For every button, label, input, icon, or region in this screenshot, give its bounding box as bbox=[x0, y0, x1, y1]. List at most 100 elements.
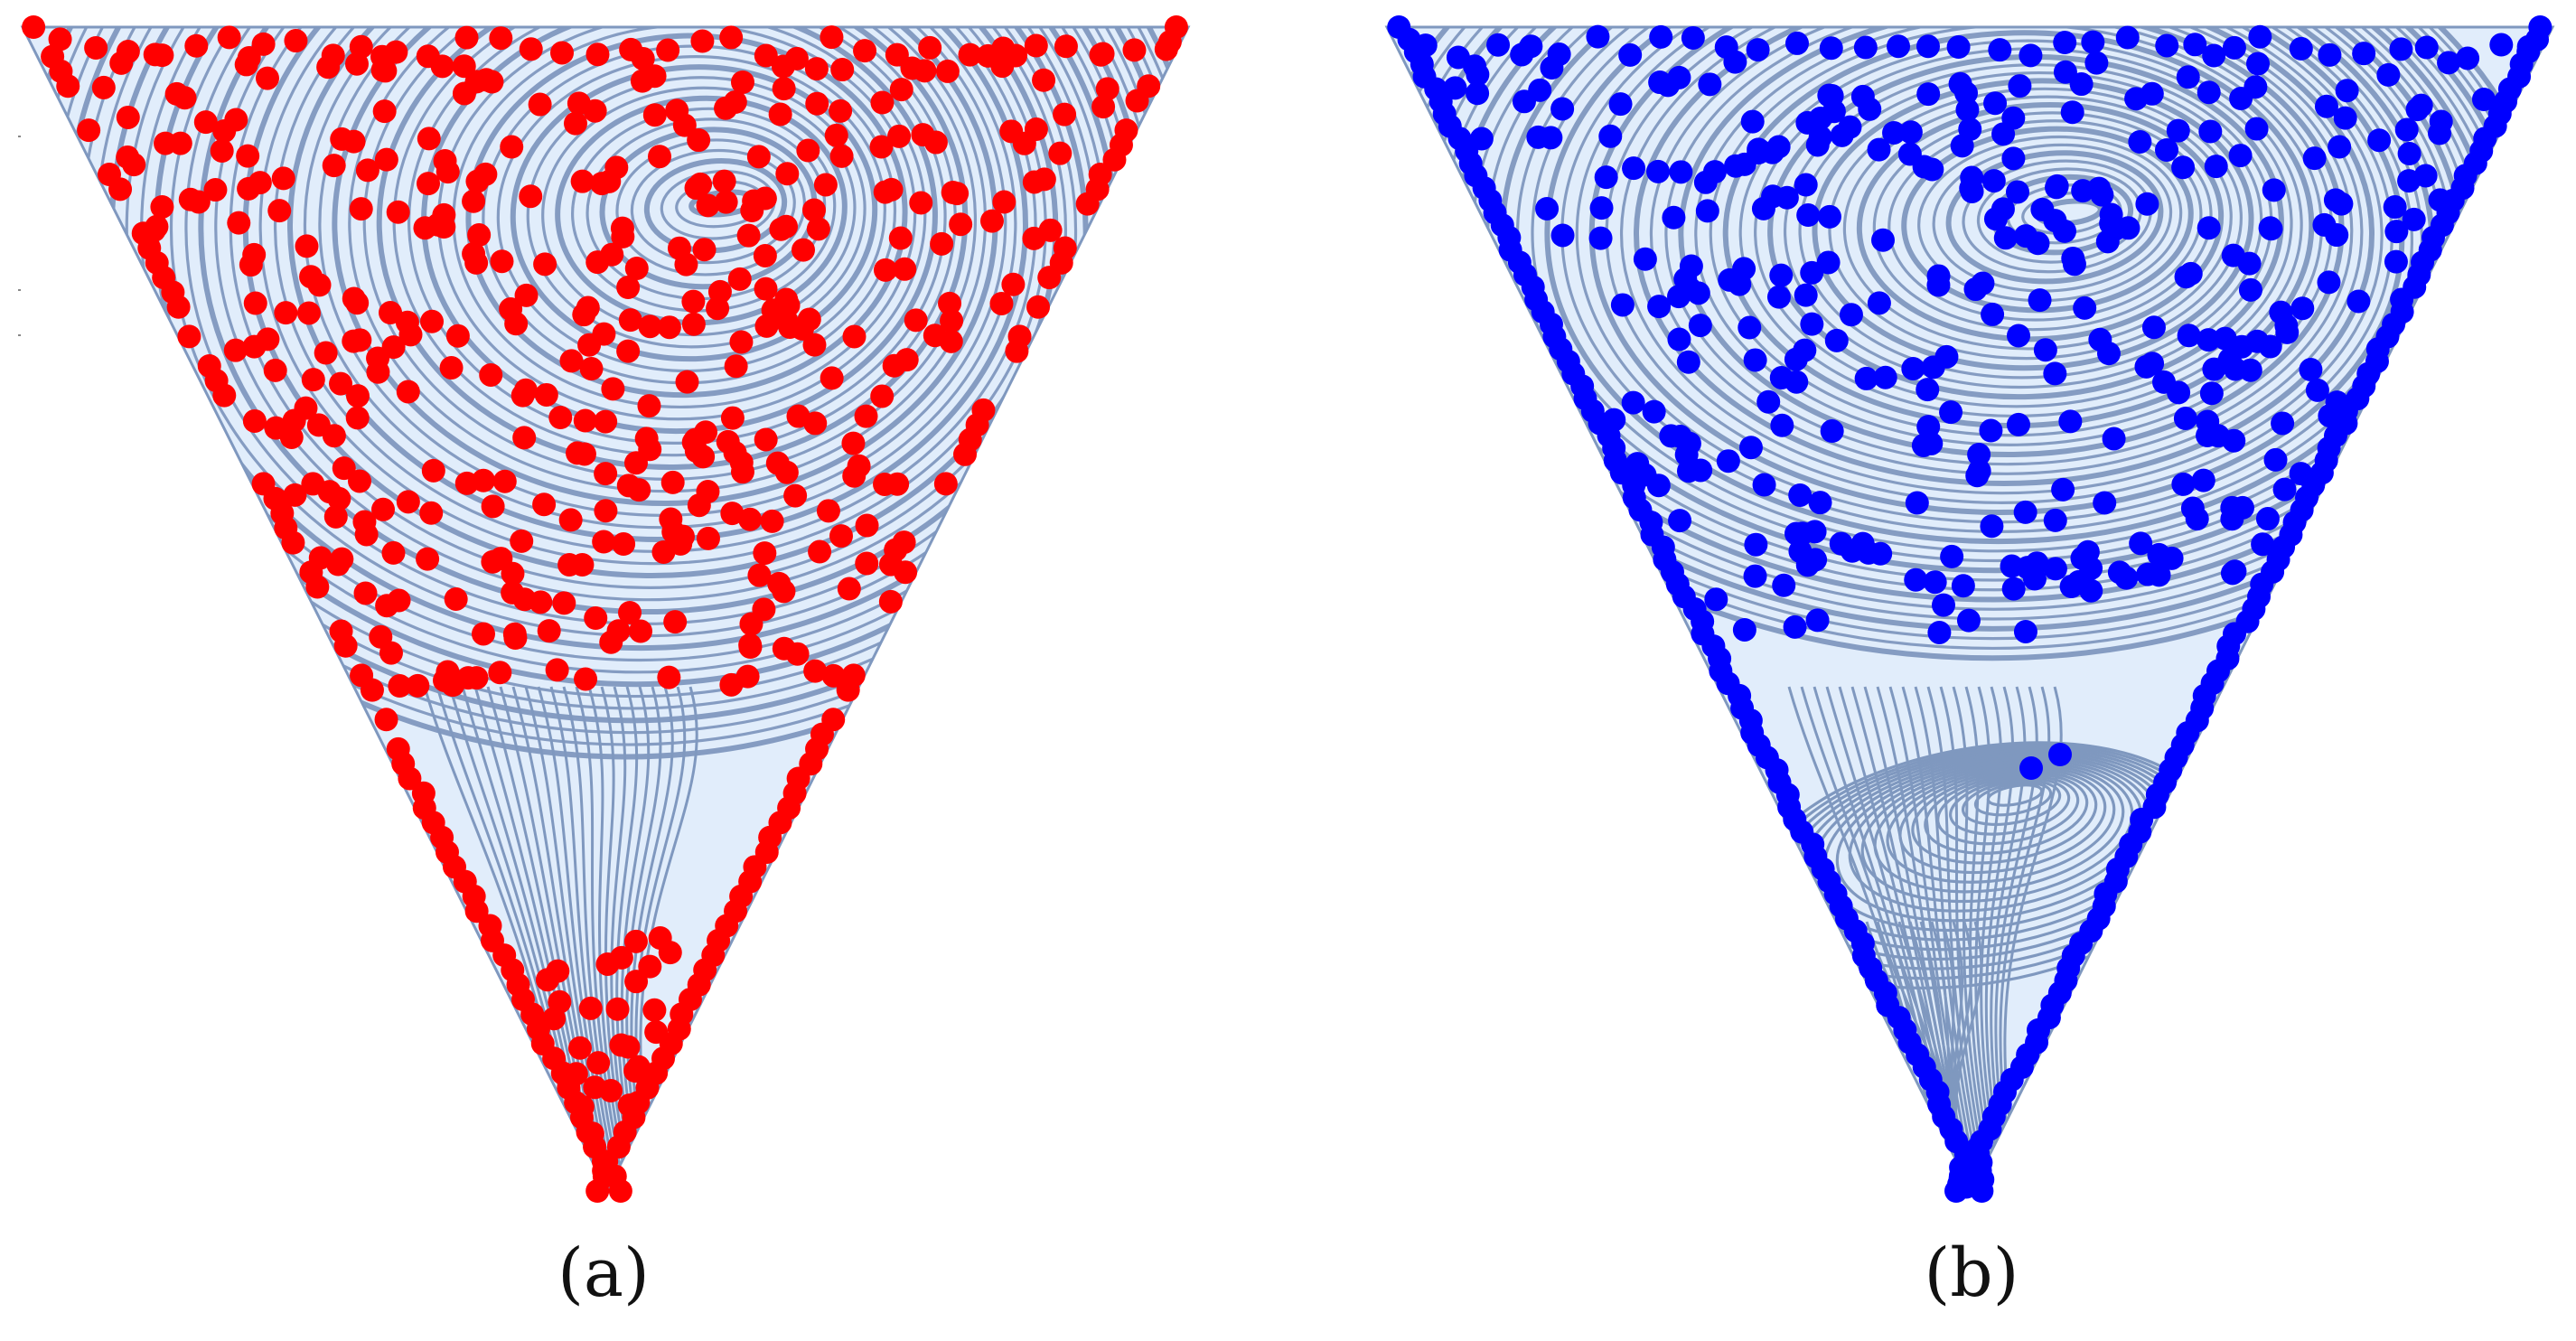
particle bbox=[519, 37, 543, 61]
particle bbox=[441, 673, 465, 698]
particle bbox=[2197, 216, 2221, 240]
particle bbox=[570, 1094, 595, 1119]
particle bbox=[1102, 147, 1127, 172]
particle bbox=[2299, 358, 2323, 382]
particle bbox=[349, 197, 373, 221]
particle bbox=[1931, 593, 1955, 617]
streamline bbox=[1924, 772, 2089, 855]
particle bbox=[344, 52, 369, 76]
particle bbox=[2048, 743, 2072, 766]
particle bbox=[2202, 357, 2226, 381]
particle bbox=[2128, 129, 2152, 154]
particle bbox=[1991, 197, 2015, 221]
particle bbox=[264, 416, 288, 440]
particle bbox=[473, 162, 498, 186]
particle bbox=[370, 44, 395, 69]
particle bbox=[504, 312, 529, 336]
particle bbox=[166, 295, 191, 319]
particle bbox=[623, 1059, 648, 1083]
particle bbox=[2124, 87, 2149, 111]
particle bbox=[1947, 1172, 1972, 1196]
particle bbox=[870, 384, 895, 408]
particle bbox=[2026, 231, 2050, 256]
particle bbox=[2013, 500, 2037, 524]
particle bbox=[792, 238, 816, 262]
particle bbox=[1784, 31, 1809, 55]
particle bbox=[570, 169, 595, 193]
particle bbox=[2238, 358, 2262, 382]
particle bbox=[820, 366, 844, 390]
particle bbox=[992, 190, 1016, 214]
particle bbox=[150, 194, 174, 219]
particle bbox=[1824, 328, 1849, 352]
particle bbox=[1746, 38, 1770, 62]
particle bbox=[1956, 608, 1981, 633]
particle bbox=[623, 929, 648, 953]
particle bbox=[2159, 546, 2184, 570]
particle bbox=[1075, 192, 1100, 216]
particle bbox=[2053, 31, 2077, 55]
particle bbox=[2167, 380, 2191, 405]
particle bbox=[471, 622, 495, 646]
particle bbox=[1550, 97, 1575, 121]
particle bbox=[1981, 169, 2006, 193]
particle bbox=[2001, 146, 2026, 171]
particle bbox=[829, 144, 854, 168]
particle bbox=[419, 501, 444, 525]
particle bbox=[802, 333, 827, 357]
particle bbox=[638, 314, 662, 339]
particle bbox=[1469, 127, 1494, 151]
particle bbox=[727, 267, 752, 291]
particle bbox=[1486, 33, 1511, 57]
particle bbox=[345, 406, 370, 430]
particle bbox=[371, 497, 396, 521]
particle bbox=[184, 33, 209, 58]
particle bbox=[1443, 76, 1467, 100]
particle bbox=[1752, 473, 1776, 497]
particle bbox=[1796, 203, 1821, 228]
particle bbox=[631, 46, 655, 70]
particle bbox=[1934, 344, 1959, 369]
particle bbox=[1955, 98, 1980, 122]
particle bbox=[445, 324, 470, 348]
particle bbox=[2019, 43, 2043, 68]
particle bbox=[1704, 587, 1728, 612]
particle bbox=[1586, 24, 1610, 49]
particle bbox=[1940, 544, 1964, 568]
particle bbox=[2367, 128, 2392, 153]
particle bbox=[2053, 60, 2077, 84]
particle bbox=[548, 406, 573, 430]
particle bbox=[2178, 261, 2203, 286]
particle bbox=[481, 494, 505, 519]
particle bbox=[1817, 204, 1841, 229]
particle bbox=[333, 633, 358, 658]
particle bbox=[1716, 449, 1740, 474]
particle bbox=[306, 413, 331, 437]
particle bbox=[2081, 30, 2105, 54]
particle bbox=[1830, 123, 1854, 147]
streamline bbox=[630, 148, 796, 265]
particle bbox=[1588, 226, 1613, 250]
streamline bbox=[1984, 686, 2015, 1176]
particle bbox=[585, 42, 610, 67]
particle bbox=[2204, 155, 2228, 179]
particle bbox=[609, 945, 633, 970]
particle bbox=[1788, 539, 1813, 564]
particle bbox=[644, 1020, 669, 1045]
particle bbox=[1923, 570, 1947, 595]
particle bbox=[707, 279, 732, 304]
particles bbox=[22, 15, 1188, 1203]
streamline bbox=[1939, 686, 1988, 1176]
particle bbox=[1980, 514, 2004, 539]
particle bbox=[893, 257, 917, 281]
particle bbox=[785, 642, 810, 666]
particle bbox=[930, 231, 954, 256]
particle bbox=[841, 431, 866, 455]
particle bbox=[1594, 165, 1618, 190]
particle bbox=[2069, 72, 2094, 97]
particle bbox=[514, 283, 539, 307]
particle bbox=[2516, 34, 2541, 59]
particle bbox=[1808, 491, 1832, 515]
particle bbox=[396, 380, 420, 404]
particle bbox=[2177, 324, 2201, 348]
